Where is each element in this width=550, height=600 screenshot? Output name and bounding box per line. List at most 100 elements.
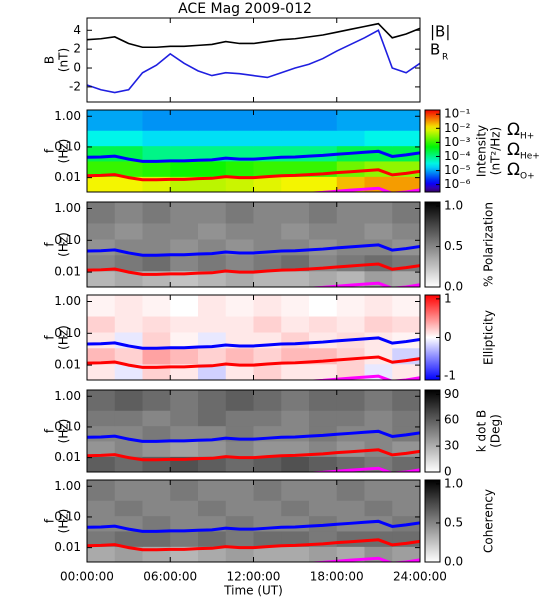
heatmap-cell <box>198 254 227 272</box>
heatmap-cell <box>281 410 310 427</box>
heatmap-cell <box>364 202 393 224</box>
heatmap-cell <box>336 315 365 333</box>
heatmap-cell <box>114 315 143 333</box>
heatmap-cell <box>336 530 365 547</box>
x-tick-label: 00:00:00 <box>60 570 114 584</box>
heatmap-cell <box>198 270 227 288</box>
y-axis-label: (Hz) <box>57 139 71 164</box>
heatmap-cell <box>253 160 282 177</box>
heatmap-cell <box>309 270 338 288</box>
heatmap-cell <box>198 456 227 473</box>
gyrofrequency-line <box>111 281 420 287</box>
heatmap-cell <box>142 530 171 547</box>
heatmap-cell <box>198 440 227 457</box>
heatmap-cell <box>142 425 171 442</box>
heatmap-cell <box>170 500 199 517</box>
heatmap-cell <box>336 130 365 147</box>
heatmap-cell <box>87 425 116 442</box>
heatmap-cell <box>392 410 421 427</box>
heatmap-cell <box>309 546 338 563</box>
heatmap-cell <box>87 530 116 547</box>
heatmap-cell <box>87 160 116 177</box>
heatmap-cell <box>114 202 143 224</box>
heatmap-cell <box>225 315 254 333</box>
heatmap-cell <box>87 145 116 162</box>
heatmap-cell <box>87 110 116 131</box>
heatmap-cell <box>364 410 393 427</box>
colorbar-tick-label: 0.5 <box>444 515 463 529</box>
gyrofrequency-line <box>87 519 420 533</box>
heatmap-cell <box>336 410 365 427</box>
y-tick-label: 0.10 <box>54 419 81 433</box>
heatmap-cell <box>198 480 227 501</box>
colorbar-tick-label: 0.0 <box>444 280 463 294</box>
heatmap-cell <box>142 238 171 256</box>
heatmap-cell <box>281 530 310 547</box>
heatmap-cell <box>392 222 421 240</box>
heatmap-cell <box>364 425 393 442</box>
y-tick-label: 1.00 <box>54 479 81 493</box>
colorbar-tick-label: 10⁻² <box>444 121 471 135</box>
heatmap-cell <box>253 295 282 317</box>
heatmap-cell <box>198 160 227 177</box>
y-axis-label: (Hz) <box>57 325 71 350</box>
heatmap-cell <box>114 295 143 317</box>
colorbar-tick-label: 1.0 <box>444 199 463 213</box>
heatmap-cell <box>281 110 310 131</box>
heatmap-cell <box>336 347 365 365</box>
heatmap-cell <box>309 315 338 333</box>
heatmap-cell <box>114 347 143 365</box>
legend-label: Ω <box>507 140 520 160</box>
heatmap-cell <box>87 331 116 349</box>
heatmap-cell <box>309 480 338 501</box>
heatmap-cell <box>392 363 421 381</box>
heatmap-cell <box>253 270 282 288</box>
y-tick-label: 0.10 <box>54 139 81 153</box>
heatmap-cell <box>114 390 143 411</box>
y-tick-label: 0.01 <box>54 358 81 372</box>
colorbar-tick-label: 10⁻³ <box>444 135 471 149</box>
colorbar-tick-label: 10⁻⁴ <box>444 149 471 163</box>
x-tick-label: 18:00:00 <box>310 570 364 584</box>
heatmap-cell <box>170 222 199 240</box>
heatmap-cell <box>142 390 171 411</box>
y-tick-label: 0.01 <box>54 450 81 464</box>
heatmap-cell <box>170 425 199 442</box>
heatmap-cell <box>87 347 116 365</box>
legend-subscript: R <box>442 53 448 63</box>
colorbar <box>424 201 441 288</box>
colorbar-tick-label: 90 <box>444 387 459 401</box>
heatmap-cell <box>281 546 310 563</box>
heatmap-cell <box>309 515 338 532</box>
heatmap-cell <box>225 546 254 563</box>
heatmap-cell <box>392 176 421 193</box>
heatmap-cell <box>225 222 254 240</box>
heatmap-cell <box>87 515 116 532</box>
colorbar-tick-label: 60 <box>444 413 459 427</box>
legend-label: Ω <box>507 160 520 180</box>
heatmap-cell <box>87 222 116 240</box>
heatmap-cell <box>87 410 116 427</box>
gyrofrequency-line <box>110 556 420 562</box>
heatmap-cell <box>114 363 143 381</box>
heatmap-cell <box>281 222 310 240</box>
heatmap-cell <box>253 110 282 131</box>
heatmap-cell <box>281 347 310 365</box>
colorbar <box>424 479 441 563</box>
heatmap-cell <box>336 160 365 177</box>
heatmap-cell <box>170 130 199 147</box>
heatmap-cell <box>142 440 171 457</box>
heatmap-cell <box>253 363 282 381</box>
y-tick-label: 0.10 <box>54 326 81 340</box>
heatmap-cell <box>87 315 116 333</box>
gyrofrequency-line <box>87 243 420 257</box>
heatmap-cell <box>253 480 282 501</box>
x-tick-label: 06:00:00 <box>143 570 197 584</box>
heatmap-cell <box>392 202 421 224</box>
heatmap-cell <box>114 254 143 272</box>
heatmap-cell <box>225 130 254 147</box>
heatmap-cell <box>392 315 421 333</box>
heatmap-cell <box>281 515 310 532</box>
heatmap-cell <box>253 456 282 473</box>
